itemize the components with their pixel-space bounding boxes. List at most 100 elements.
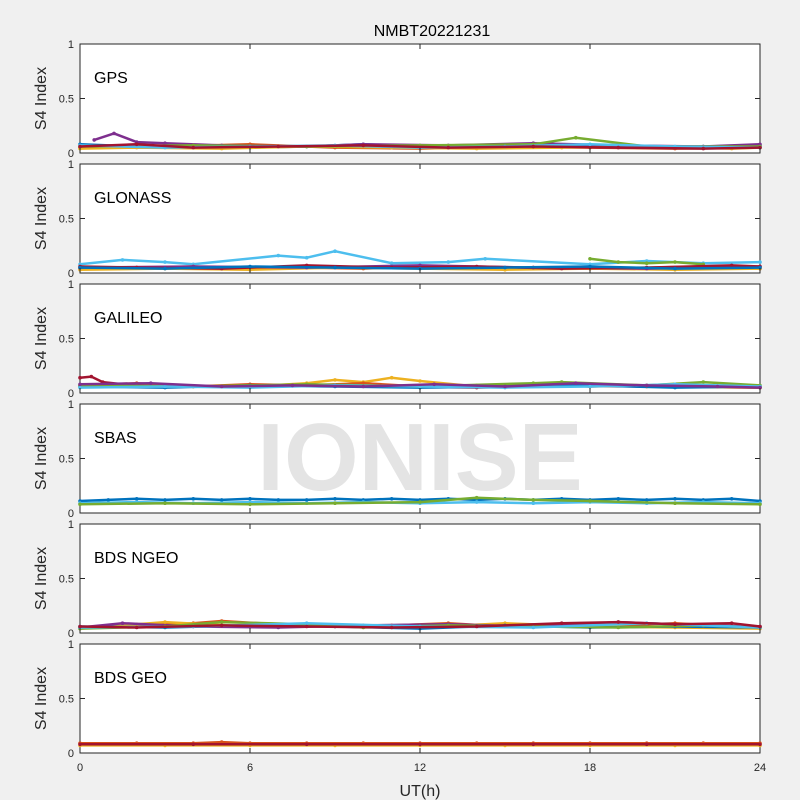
series-track-0 (78, 249, 762, 266)
data-point (588, 257, 592, 261)
data-point (432, 382, 437, 387)
data-point (163, 620, 167, 624)
data-point (729, 621, 734, 625)
data-point (673, 622, 677, 627)
y-axis-label: S4 Index (33, 547, 50, 610)
data-point (588, 499, 592, 503)
data-point (389, 625, 394, 630)
data-point (361, 143, 366, 148)
data-point (248, 502, 252, 507)
data-point (389, 261, 394, 266)
y-tick-label: 0 (68, 508, 74, 520)
data-point (333, 265, 337, 270)
panel-galileo: 0 0.5 1 GALILEO S4 Index (33, 279, 762, 400)
data-point (418, 379, 422, 383)
data-point (531, 144, 536, 149)
data-point (474, 495, 479, 500)
y-axis-label: S4 Index (33, 427, 50, 490)
data-point (361, 381, 366, 386)
data-point (78, 144, 82, 149)
y-tick-label: 0.5 (59, 454, 74, 466)
data-point (89, 374, 94, 379)
data-point (644, 742, 649, 747)
y-tick-label: 0.5 (59, 694, 74, 706)
x-tick-label: 12 (414, 762, 426, 774)
data-point (304, 624, 309, 629)
data-point (701, 380, 706, 384)
data-point (588, 142, 592, 147)
y-tick-label: 0.5 (59, 94, 74, 106)
y-tick-label: 1 (68, 39, 74, 51)
y-tick-label: 0 (68, 388, 74, 400)
panel-label: GLONASS (94, 190, 171, 207)
data-point (290, 383, 295, 388)
data-point (389, 497, 394, 501)
y-tick-label: 0 (68, 628, 74, 640)
data-point (333, 501, 337, 506)
data-point (361, 384, 366, 389)
data-point (276, 144, 281, 149)
panel-gps: 0 0.5 1 GPS S4 Index (33, 39, 762, 160)
panel-label: BDS GEO (94, 670, 167, 687)
y-tick-label: 0.5 (59, 574, 74, 586)
y-tick-label: 0 (68, 148, 74, 160)
figure-title: NMBT20221231 (374, 23, 491, 40)
x-tick-label: 18 (584, 762, 596, 774)
panel-axes-box (79, 43, 761, 154)
data-point (503, 384, 507, 389)
data-point (163, 384, 167, 389)
data-point (276, 253, 281, 258)
data-point (276, 498, 281, 502)
data-point (389, 375, 394, 380)
data-point (163, 141, 167, 145)
data-point (78, 375, 82, 380)
y-axis-label: S4 Index (33, 667, 50, 730)
data-point (219, 384, 224, 389)
panel-glonass: 0 0.5 1 GLONASS S4 Index (33, 159, 762, 280)
panel-label: BDS NGEO (94, 550, 178, 567)
data-point (758, 260, 762, 264)
data-point (531, 498, 536, 502)
data-point (758, 742, 762, 747)
data-point (248, 264, 252, 269)
y-tick-label: 0.5 (59, 334, 74, 346)
data-point (559, 621, 564, 625)
data-point (304, 621, 309, 625)
panel-label: GALILEO (94, 310, 162, 327)
data-point (758, 502, 762, 507)
data-point (574, 135, 578, 140)
data-point (163, 266, 167, 271)
data-point (333, 497, 337, 501)
data-point (474, 624, 479, 629)
data-point (531, 501, 536, 506)
watermark-ionise: IONISE (257, 404, 582, 511)
data-point (644, 383, 649, 388)
panel-sbas: 0 0.5 1 SBAS S4 Index (33, 399, 762, 520)
data-point (673, 501, 677, 506)
data-point (446, 260, 451, 264)
data-point (78, 382, 82, 387)
data-point (120, 621, 125, 625)
series-track-6 (78, 143, 762, 150)
data-point (191, 742, 196, 747)
data-point (758, 265, 762, 270)
data-point (483, 257, 488, 261)
data-point (758, 385, 762, 390)
panel-bds-ngeo: 0 0.5 1 BDS NGEO S4 Index (33, 519, 762, 640)
data-point (503, 265, 507, 270)
y-tick-label: 0 (68, 748, 74, 760)
panel-label: SBAS (94, 430, 137, 447)
x-axis-label: UT(h) (400, 783, 441, 800)
panel-axes-box (79, 163, 761, 274)
data-point (219, 740, 224, 744)
data-point (304, 498, 309, 502)
data-point (673, 260, 677, 264)
y-axis-label: S4 Index (33, 187, 50, 250)
panel-axes-box (79, 643, 761, 754)
data-point (588, 384, 592, 389)
data-point (304, 742, 309, 747)
data-point (78, 624, 82, 629)
data-point (78, 742, 82, 747)
data-point (701, 146, 706, 151)
